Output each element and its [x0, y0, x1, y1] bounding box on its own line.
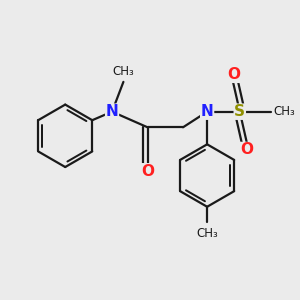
Text: CH₃: CH₃	[196, 226, 218, 240]
Text: O: O	[240, 142, 254, 158]
Text: O: O	[141, 164, 154, 179]
Text: S: S	[234, 104, 245, 119]
Text: N: N	[106, 104, 118, 119]
Text: N: N	[201, 104, 214, 119]
Text: O: O	[228, 67, 241, 82]
Text: CH₃: CH₃	[274, 105, 296, 118]
Text: CH₃: CH₃	[112, 64, 134, 78]
